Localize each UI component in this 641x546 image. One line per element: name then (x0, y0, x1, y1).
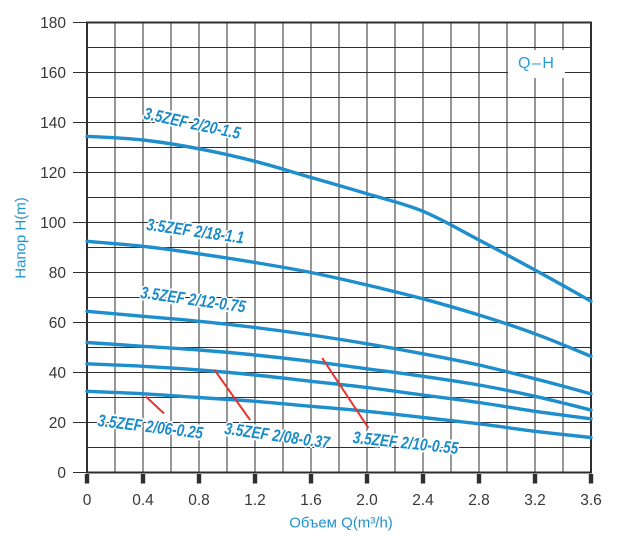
x-tick-label: 3.2 (524, 492, 546, 509)
x-tick-label: 3.6 (580, 492, 602, 509)
x-tick-mark (588, 474, 594, 484)
x-tick-mark (308, 474, 314, 484)
y-tick-label: 100 (40, 215, 66, 232)
x-tick-mark (476, 474, 482, 484)
plot-border (86, 21, 592, 474)
label-pointer-lines (145, 357, 370, 429)
y-tick-label: 80 (49, 265, 67, 282)
curve-3.5ZEF 2/12-0.75 (85, 309, 593, 396)
x-tick-label: 2.0 (356, 492, 378, 509)
y-tick-label: 20 (49, 415, 67, 432)
curve-3.5ZEF 2/18-1.1 (85, 239, 593, 358)
x-tick-label: 1.2 (244, 492, 266, 509)
x-tick-mark (140, 474, 146, 484)
x-tick-mark (364, 474, 370, 484)
x-tick-label: 0 (83, 492, 92, 509)
curve-3.5ZEF 2/10-0.55 (85, 340, 593, 412)
x-tick-mark (252, 474, 258, 484)
curve-3.5ZEF 2/20-1.5 (85, 134, 593, 303)
y-tick-label: 0 (57, 465, 66, 482)
y-tick-label: 40 (49, 365, 67, 382)
x-tick-label: 0.4 (132, 492, 154, 509)
x-axis-title: Объем Q(m³/h) (289, 514, 393, 532)
y-tick-label: 120 (40, 165, 66, 182)
curve-3.5ZEF 2/06-0.25 (85, 389, 593, 440)
x-tick-mark (196, 474, 202, 484)
y-tick-label: 140 (40, 115, 66, 132)
x-tick-label: 2.4 (412, 492, 434, 509)
y-tick-label: 60 (49, 315, 67, 332)
x-tick-label: 2.8 (468, 492, 490, 509)
y-tick-label: 180 (40, 15, 66, 32)
y-axis-title: Напор H(m) (12, 197, 30, 279)
x-tick-label: 0.8 (188, 492, 210, 509)
y-tick-label: 160 (40, 65, 66, 82)
legend-qh: Q–H (508, 50, 566, 78)
qh-curves (85, 134, 593, 440)
x-tick-mark (84, 474, 90, 484)
x-tick-mark (420, 474, 426, 484)
axis-ticks: 0 20 40 60 80 100 120 140 160 180 0 0.4 0.8 1.2 1.6 2.0… (40, 15, 602, 509)
x-tick-mark (532, 474, 538, 484)
x-tick-label: 1.6 (300, 492, 322, 509)
